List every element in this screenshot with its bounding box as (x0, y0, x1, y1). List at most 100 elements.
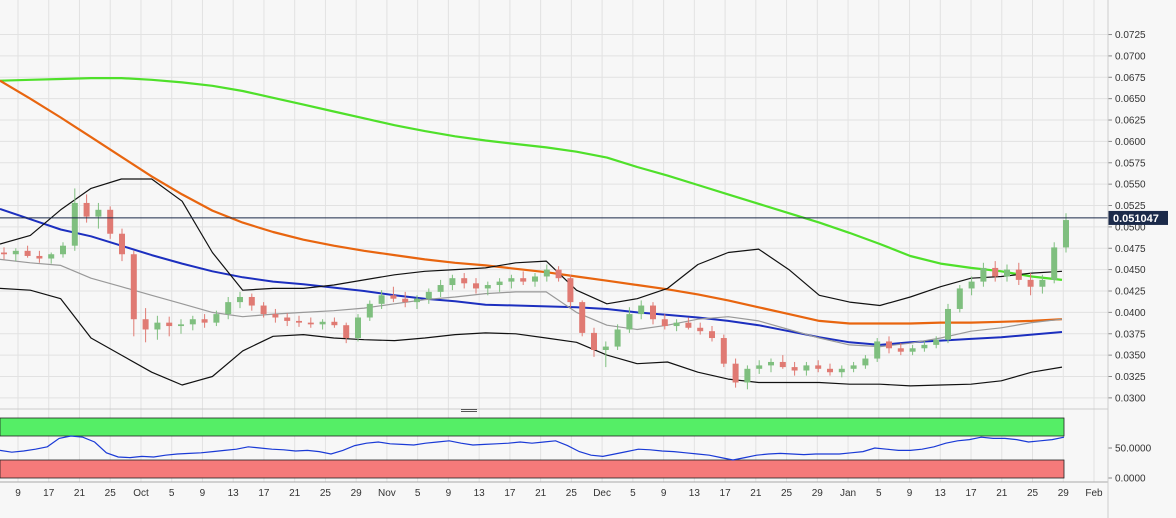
rsi-panel (0, 417, 1065, 479)
time-tick-label: 29 (1058, 488, 1070, 499)
time-tick-label: 21 (74, 488, 86, 499)
time-tick-label: Feb (1085, 488, 1103, 499)
time-tick-label: 9 (661, 488, 667, 499)
time-tick-label: 29 (812, 488, 824, 499)
candle-body (1039, 279, 1046, 287)
price-tick-label: 0.0500 (1115, 222, 1146, 233)
candle-body (827, 368, 833, 373)
price-tick-label: 0.0350 (1115, 351, 1146, 362)
candle-body (307, 322, 314, 325)
candle-body (756, 365, 763, 369)
candle-body (815, 365, 822, 369)
panel-resize-handle[interactable] (459, 408, 479, 414)
candle-body (12, 250, 19, 255)
price-tick-label: 0.0650 (1115, 94, 1146, 105)
rsi-tick-label: 0.0000 (1115, 474, 1146, 485)
candle-body (36, 255, 43, 259)
time-tick-label: 25 (1027, 488, 1039, 499)
time-tick-label: 17 (504, 488, 516, 499)
candle-body (1, 252, 7, 255)
time-tick-label: 5 (630, 488, 636, 499)
candle-body (60, 245, 66, 255)
time-tick-label: 5 (876, 488, 882, 499)
candle-body (260, 305, 267, 315)
candle-body (709, 331, 715, 339)
candle-body (968, 281, 975, 289)
candle-body (107, 209, 114, 234)
candle-body (779, 361, 786, 368)
rsi-tick-label: 50.0000 (1115, 444, 1152, 455)
rsi-line (0, 435, 1065, 461)
candle-body (189, 319, 196, 325)
candle-body (591, 332, 597, 350)
candle-body (732, 363, 739, 383)
candle-body (862, 358, 869, 366)
candle-body (897, 348, 904, 352)
current-price-tag (1108, 210, 1168, 225)
candle-body (154, 322, 161, 330)
candle-body (296, 320, 302, 323)
candle-body (130, 254, 137, 320)
price-tick-label: 0.0575 (1115, 158, 1146, 169)
price-tick-label: 0.0325 (1115, 372, 1146, 383)
candle-body (933, 339, 940, 345)
candle-body (272, 314, 279, 318)
price-tick-label: 0.0375 (1115, 329, 1146, 340)
candle-body (543, 269, 550, 277)
candle-body (284, 317, 291, 321)
candle-body (520, 278, 527, 282)
candle-body (1027, 279, 1034, 287)
time-tick-label: 25 (781, 488, 793, 499)
candle-body (378, 295, 385, 304)
candle-body (638, 305, 645, 315)
price-tick-label: 0.0675 (1115, 73, 1146, 84)
time-tick-label: 25 (105, 488, 117, 499)
candle-body (225, 302, 232, 315)
candle-body (178, 324, 184, 327)
candle-body (555, 269, 562, 279)
candle-body (355, 317, 361, 339)
candle-body (48, 254, 55, 259)
candle-body (579, 302, 586, 333)
price-tick-label: 0.0300 (1115, 393, 1146, 404)
candle-body (166, 322, 173, 327)
candle-body (1004, 269, 1010, 277)
candle-body (461, 278, 468, 284)
candle-body (201, 319, 208, 323)
candle-body (992, 267, 999, 277)
time-tick-label: 13 (474, 488, 486, 499)
indicator-line-bollinger_mid (0, 258, 1063, 348)
candle-body (685, 322, 692, 328)
time-tick-label: 9 (200, 488, 206, 499)
candle-body (484, 285, 491, 289)
candle-body (1063, 220, 1069, 248)
candle-body (744, 368, 751, 383)
candle-body (496, 281, 503, 286)
candle-body (945, 308, 951, 340)
rsi-overbought-zone (0, 417, 1065, 437)
time-tick-label: 21 (750, 488, 762, 499)
indicator-line-sma_100 (0, 79, 1063, 325)
candle-body (414, 298, 420, 303)
indicator-line-sma_200 (0, 76, 1063, 281)
candle-body (697, 327, 704, 332)
candle-body (24, 250, 31, 256)
candle-body (1051, 247, 1058, 280)
price-tick-label: 0.0475 (1115, 244, 1146, 255)
candle-body (720, 338, 727, 364)
candle-body (850, 365, 857, 369)
candle-body (83, 202, 90, 217)
time-tick-label: 25 (566, 488, 578, 499)
candle-body (874, 341, 881, 359)
candle-body (331, 321, 338, 326)
price-tick-label: 0.0450 (1115, 265, 1146, 276)
time-tick-label: Dec (593, 488, 611, 499)
indicator-line-bollinger (0, 178, 1063, 307)
candle-body (508, 278, 515, 282)
price-tick-label: 0.0400 (1115, 308, 1146, 319)
candle-body (390, 295, 397, 299)
candle-body (142, 319, 149, 330)
candlesticks[interactable] (1, 188, 1069, 390)
candle-body (402, 298, 409, 303)
